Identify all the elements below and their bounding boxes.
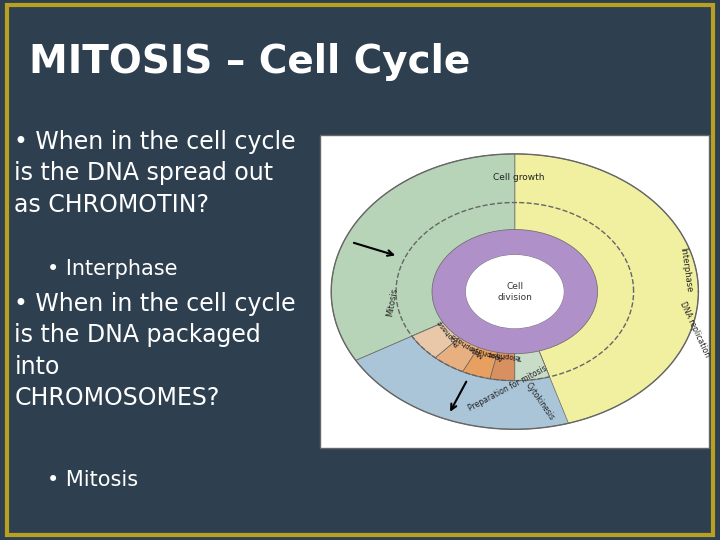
- Wedge shape: [490, 292, 515, 381]
- Text: Anaphase: Anaphase: [469, 344, 504, 361]
- Text: • Mitosis: • Mitosis: [47, 470, 138, 490]
- Wedge shape: [356, 292, 569, 429]
- Text: Mitosis: Mitosis: [385, 287, 400, 318]
- Text: • When in the cell cycle
is the DNA spread out
as CHROMOTIN?: • When in the cell cycle is the DNA spre…: [14, 130, 296, 217]
- Wedge shape: [515, 292, 549, 381]
- Text: Cell growth: Cell growth: [492, 173, 544, 182]
- Text: • Interphase: • Interphase: [47, 259, 177, 279]
- Text: Telophase: Telophase: [488, 350, 523, 360]
- Circle shape: [466, 255, 564, 328]
- Text: Cell
division: Cell division: [498, 281, 532, 302]
- Text: Metaphase: Metaphase: [449, 332, 485, 358]
- Wedge shape: [331, 154, 515, 361]
- Wedge shape: [412, 292, 515, 358]
- Text: DNA replication: DNA replication: [678, 300, 711, 359]
- Wedge shape: [463, 292, 515, 379]
- Wedge shape: [515, 154, 698, 424]
- Text: Prophase: Prophase: [436, 318, 461, 346]
- Wedge shape: [436, 292, 515, 372]
- Text: Preparation for mitosis: Preparation for mitosis: [467, 364, 549, 413]
- Circle shape: [466, 255, 564, 328]
- Text: Interphase: Interphase: [678, 247, 693, 293]
- Text: MITOSIS – Cell Cycle: MITOSIS – Cell Cycle: [29, 43, 470, 81]
- Wedge shape: [412, 292, 549, 381]
- Text: • When in the cell cycle
is the DNA packaged
into
CHROMOSOMES?: • When in the cell cycle is the DNA pack…: [14, 292, 296, 410]
- Circle shape: [432, 230, 598, 354]
- FancyBboxPatch shape: [320, 135, 709, 448]
- Text: Cytokinesis: Cytokinesis: [523, 381, 556, 422]
